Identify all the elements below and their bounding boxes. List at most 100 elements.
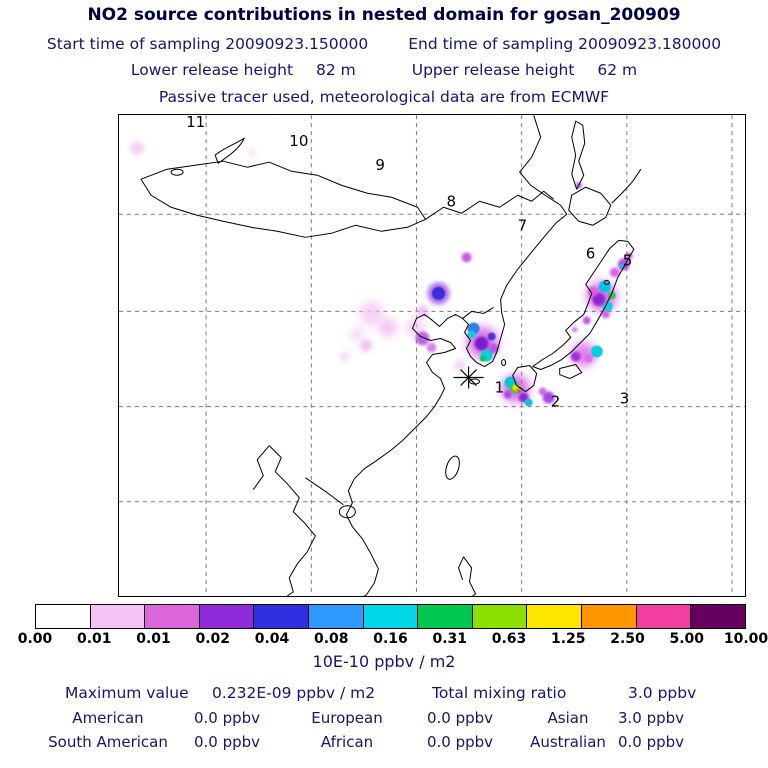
plume-blob: [592, 292, 606, 306]
border-amur: [425, 190, 555, 220]
lower-release-label: Lower release height: [130, 61, 294, 79]
region-value: 0.0 ppbv: [426, 733, 494, 751]
region-label: South American: [48, 733, 168, 751]
plume-position-number: 2: [551, 393, 561, 411]
tracer-info-line: Passive tracer used, meteorological data…: [158, 88, 610, 106]
map-point-labels: 11 10 9 8 7 6 5 1 2 3: [186, 115, 632, 411]
plume-blob: [378, 318, 397, 337]
region-value: 0.0 ppbv: [617, 733, 685, 751]
plume-position-number: 5: [623, 251, 633, 269]
island-tsushima: [501, 359, 507, 367]
start-time-text: Start time of sampling 20090923.150000: [46, 35, 369, 53]
region-value: 3.0 ppbv: [617, 709, 685, 727]
region-value: 0.0 ppbv: [193, 733, 261, 751]
plume-blob: [339, 351, 350, 362]
colorbar-tick-label: 10.00: [723, 631, 768, 647]
colorbar-tick-label: 2.50: [610, 631, 645, 647]
plume-blob: [517, 390, 520, 393]
coastline-hokkaido: [568, 186, 612, 226]
plume-blob: [590, 345, 603, 358]
colorbar-tick-label: 0.63: [491, 631, 527, 647]
colorbar-tick-label: 0.00: [17, 631, 53, 647]
plume-blob: [571, 326, 578, 333]
colorbar-tick-label: 0.02: [195, 631, 231, 647]
plume-blob: [416, 305, 429, 318]
coastline-shikoku: [559, 364, 583, 380]
region-label: Asian: [547, 709, 589, 727]
plume-position-number: 6: [586, 244, 596, 262]
colorbar-cell: [581, 605, 636, 628]
colorbar-tick-label: 0.08: [313, 631, 349, 647]
plume-blob: [601, 310, 610, 319]
plume-blob: [538, 387, 547, 396]
map-frame: 11 10 9 8 7 6 5 1 2 3: [118, 114, 746, 597]
colorbar-tick-label: 0.01: [136, 631, 171, 647]
colorbar-tick-label: 0.04: [254, 631, 290, 647]
coastline-sakhalin: [571, 120, 586, 190]
plume-blob: [602, 301, 613, 312]
lake-small: [170, 168, 184, 176]
plume-blob: [503, 390, 512, 399]
plume-blob: [467, 330, 476, 339]
island-taiwan: [445, 455, 460, 480]
map-canvas: 11 10 9 8 7 6 5 1 2 3: [119, 115, 745, 596]
plume-position-number: 7: [518, 216, 528, 234]
coastline-russia-pacific: [500, 115, 568, 313]
region-label: American: [72, 709, 144, 727]
plume-blob: [598, 280, 611, 293]
total-mixing-ratio-value: 3.0 ppbv: [628, 684, 697, 702]
plume-position-number: 1: [495, 379, 505, 397]
plume-position-number: 10: [289, 132, 308, 150]
plume-blob: [432, 286, 446, 300]
colorbar-cell: [417, 605, 472, 628]
colorbar-tick-label: 0.31: [432, 631, 468, 647]
plume-blob: [524, 398, 533, 407]
border-china-korea: [462, 306, 494, 319]
plume-blob: [360, 339, 373, 352]
river-red: [305, 477, 344, 506]
plume-blob: [479, 355, 486, 362]
receptor-marker: [453, 366, 484, 389]
coastlines: [140, 115, 642, 596]
colorbar-tick-label: 1.25: [550, 631, 586, 647]
coastline-kyushu: [512, 365, 538, 393]
max-value-label: Maximum value: [65, 684, 189, 702]
lake-baikal: [214, 137, 245, 164]
colorbar-cell: [308, 605, 363, 628]
colorbar-tick-label: 0.16: [373, 631, 408, 647]
region-value: 0.0 ppbv: [426, 709, 494, 727]
colorbar-cell: [198, 605, 254, 628]
plume-position-number: 11: [186, 115, 205, 131]
plume-blob: [584, 354, 593, 363]
plume-blob: [359, 301, 384, 326]
lower-release-pair: Lower release height 82 m: [131, 61, 356, 79]
island-sado: [603, 279, 610, 285]
plume-concentration-layer: [130, 141, 633, 407]
plume-blob: [350, 327, 365, 342]
max-value-text: 0.232E-09 ppbv / m2: [212, 684, 376, 702]
coastline-korea-china: [345, 312, 506, 596]
plume-blob: [130, 141, 145, 156]
plume-blob: [487, 332, 496, 341]
coastline-honshu: [532, 239, 635, 371]
region-label: European: [311, 709, 383, 727]
plume-blob: [570, 351, 581, 362]
coastline-luzon: [463, 556, 477, 596]
colorbar: [35, 604, 746, 629]
plume-blob: [582, 316, 591, 325]
total-mixing-ratio-label: Total mixing ratio: [432, 684, 567, 702]
border-indochina-1: [268, 445, 316, 596]
map-gridlines: [119, 115, 745, 596]
release-heights-line: Lower release height 82 m Upper release …: [0, 61, 768, 79]
border-indochina-2: [252, 445, 270, 491]
colorbar-cell: [144, 605, 199, 628]
plume-blob: [609, 267, 620, 278]
plume-blob: [461, 252, 472, 263]
colorbar-cell: [471, 605, 527, 628]
colorbar-cell: [253, 605, 309, 628]
colorbar-cell: [89, 605, 145, 628]
plume-blob: [453, 359, 466, 372]
coastline-luzon-west: [458, 556, 465, 581]
region-value: 0.0 ppbv: [193, 709, 261, 727]
